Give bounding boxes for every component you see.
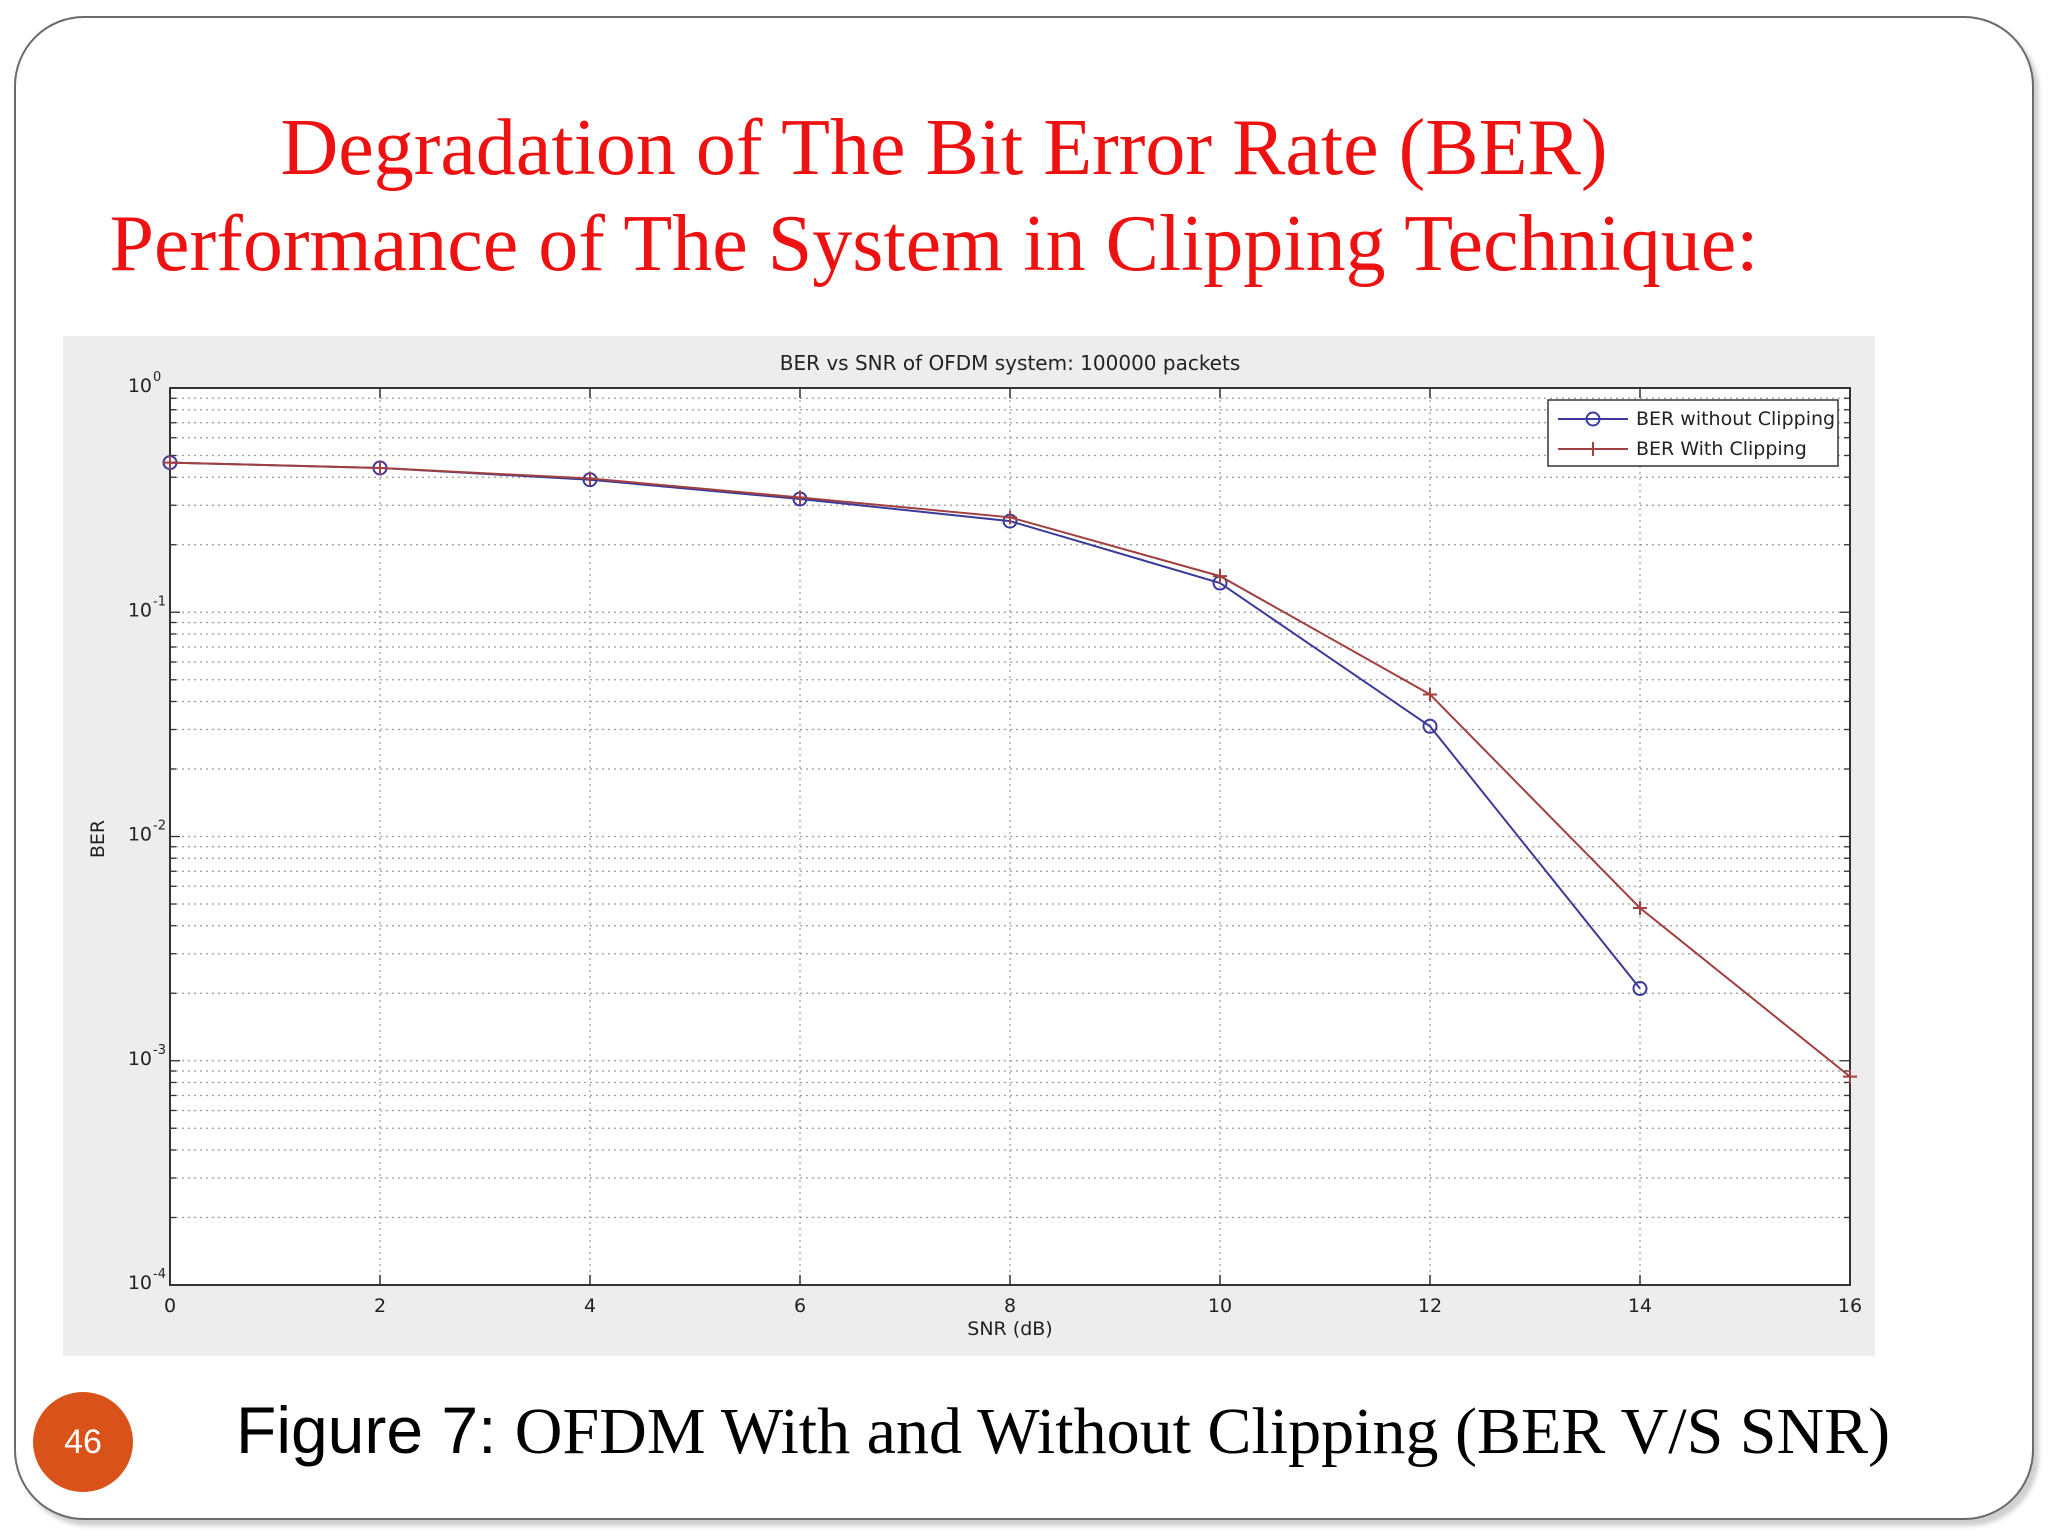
- data-point-plus: [1213, 569, 1227, 584]
- x-tick-label: 8: [1004, 1295, 1016, 1317]
- data-point-plus: [163, 455, 177, 470]
- y-tick-base: 10: [128, 599, 152, 621]
- y-tick-base: 10: [128, 375, 152, 397]
- slide-title-line1: Degradation of The Bit Error Rate (BER): [280, 104, 1608, 192]
- chart-title: BER vs SNR of OFDM system: 100000 packet…: [780, 351, 1241, 375]
- y-tick-exponent: -2: [153, 819, 166, 834]
- y-tick-label: 10 -1: [128, 594, 166, 621]
- x-tick-label: 2: [374, 1295, 386, 1317]
- data-point-circle: [1422, 718, 1438, 734]
- x-tick-label: 0: [164, 1295, 176, 1317]
- data-point-plus: [373, 460, 387, 475]
- legend-marker-circle: [1585, 411, 1601, 427]
- legend-entry: BER without Clipping: [1558, 408, 1835, 430]
- chart-figure: 0 2 4 6 8 10 12 14 16 10 0 10 -1 10 -2 10 -3 10 -4 BER vs …: [63, 336, 1875, 1356]
- grid-lines: [170, 388, 1850, 1285]
- data-point-plus: [1843, 1069, 1857, 1084]
- page-number-badge: 46: [33, 1392, 133, 1492]
- y-axis-label: BER: [87, 820, 109, 858]
- x-tick-label: 4: [584, 1295, 596, 1317]
- y-tick-label: 10 -4: [128, 1267, 166, 1294]
- y-tick-base: 10: [128, 1048, 152, 1070]
- figure-caption: Figure 7: OFDM With and Without Clipping…: [236, 1390, 1890, 1472]
- series-2: [163, 455, 1857, 1084]
- legend-label: BER With Clipping: [1636, 438, 1807, 460]
- y-tick-base: 10: [128, 824, 152, 846]
- legend-entry: BER With Clipping: [1558, 438, 1807, 460]
- x-tick-label: 16: [1838, 1295, 1862, 1317]
- x-tick-label: 10: [1208, 1295, 1232, 1317]
- y-tick-exponent: 0: [153, 370, 161, 385]
- y-tick-base: 10: [128, 1272, 152, 1294]
- legend-box: [1547, 399, 1839, 467]
- y-tick-label: 10 0: [128, 370, 161, 397]
- y-tick-label: 10 -3: [128, 1043, 166, 1070]
- data-point-plus: [793, 490, 807, 505]
- legend-label: BER without Clipping: [1636, 408, 1835, 430]
- data-point-circle: [1632, 980, 1648, 996]
- caption-text: OFDM With and Without Clipping (BER V/S …: [514, 1395, 1891, 1468]
- slide-title-line2: Performance of The System in Clipping Te…: [109, 200, 1759, 288]
- caption-prefix: Figure 7:: [236, 1393, 515, 1467]
- legend-marker-plus: [1586, 442, 1600, 456]
- x-axis-label: SNR (dB): [967, 1318, 1052, 1340]
- y-tick-exponent: -1: [153, 594, 166, 609]
- y-tick-exponent: -4: [153, 1267, 166, 1282]
- data-series: [162, 455, 1857, 1084]
- chart-legend: BER without Clipping BER With Clipping: [1547, 399, 1839, 467]
- data-point-plus: [1423, 687, 1437, 702]
- x-tick-label: 6: [794, 1295, 806, 1317]
- y-tick-exponent: -3: [153, 1043, 166, 1058]
- data-point-plus: [1633, 900, 1647, 915]
- data-point-plus: [583, 471, 597, 486]
- data-point-plus: [1003, 510, 1017, 525]
- y-tick-label: 10 -2: [128, 819, 166, 846]
- x-tick-label: 12: [1418, 1295, 1442, 1317]
- page-number: 46: [64, 1422, 102, 1461]
- x-tick-label: 14: [1628, 1295, 1652, 1317]
